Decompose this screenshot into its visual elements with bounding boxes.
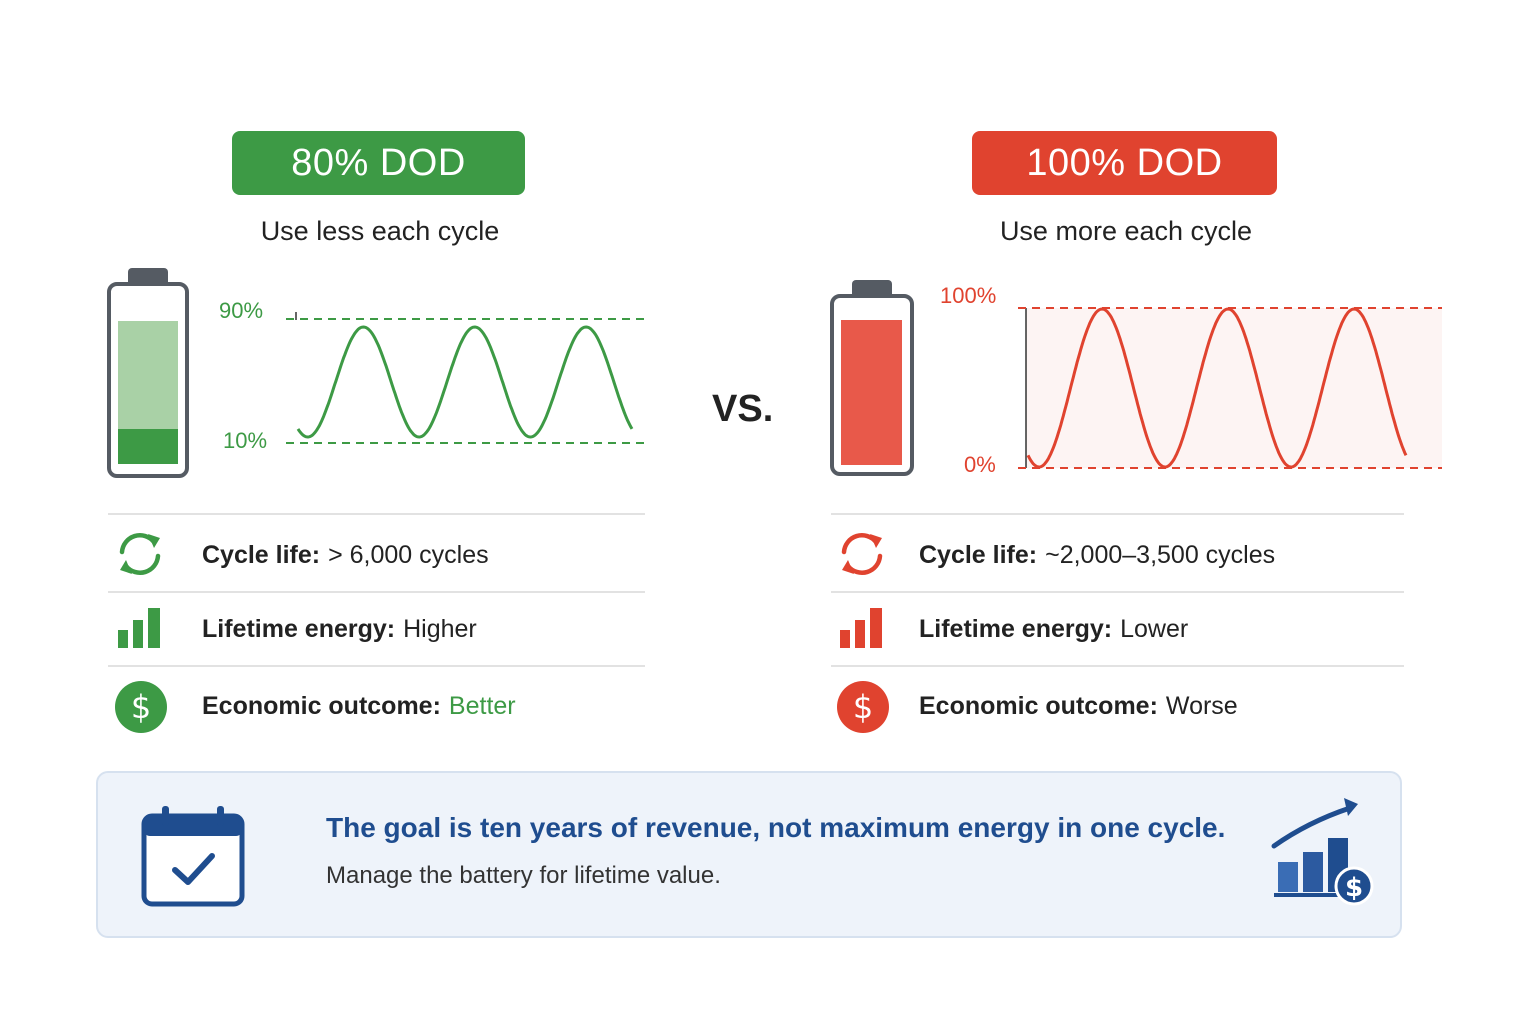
right-lifetime-energy-row: Lifetime energy: Lower [919, 609, 1188, 649]
right-divider-1 [831, 513, 1404, 515]
summary-banner [96, 771, 1402, 938]
right-cycle-life-label: Cycle life: [919, 540, 1038, 569]
banner-title: The goal is ten years of revenue, not ma… [326, 812, 1226, 843]
left-economic-outcome-value: Better [448, 691, 516, 720]
left-cycle-life-label: Cycle life: [202, 540, 321, 569]
left-economic-outcome-label: Economic outcome: [202, 691, 441, 720]
left-dollar-icon: $ [115, 681, 167, 733]
left-lifetime-energy-label: Lifetime energy: [202, 614, 396, 643]
left-upper-label: 90% [219, 298, 264, 323]
left-lower-label: 10% [223, 428, 268, 453]
left-divider-2 [108, 591, 645, 593]
left-bar-chart-icon [118, 608, 160, 648]
left-economic-outcome-row: Economic outcome: Better [202, 686, 516, 726]
svg-text:$: $ [1345, 873, 1363, 903]
right-bar-chart-icon [840, 608, 882, 648]
left-cycle-arrows-icon [119, 533, 161, 575]
right-dollar-icon: $ [837, 681, 889, 733]
right-lifetime-energy-label: Lifetime energy: [919, 614, 1113, 643]
right-cycle-life-row: Cycle life: ~2,000–3,500 cycles [919, 535, 1275, 575]
right-economic-outcome-value: Worse [1165, 691, 1238, 720]
left-lifetime-energy-value: Higher [403, 614, 477, 643]
vs-label: VS. [712, 388, 774, 430]
growth-chart-dollar-icon: $ [1271, 798, 1374, 906]
left-cycle-life-value: > 6,000 cycles [328, 540, 489, 569]
right-battery-icon [830, 280, 914, 476]
left-subtitle: Use less each cycle [260, 216, 500, 246]
left-lifetime-energy-row: Lifetime energy: Higher [202, 609, 477, 649]
svg-text:$: $ [853, 688, 873, 726]
left-dod-badge: 80% DOD [232, 131, 525, 195]
left-cycle-wave [286, 312, 646, 444]
left-battery-icon [107, 268, 189, 478]
right-divider-2 [831, 591, 1404, 593]
right-dod-badge: 100% DOD [972, 131, 1277, 195]
left-cycle-life-row: Cycle life: > 6,000 cycles [202, 535, 489, 575]
left-divider-3 [108, 665, 645, 667]
left-divider-1 [108, 513, 645, 515]
right-lower-label: 0% [964, 452, 996, 477]
right-divider-3 [831, 665, 1404, 667]
right-upper-label: 100% [940, 283, 997, 308]
right-economic-outcome-row: Economic outcome: Worse [919, 686, 1238, 726]
right-cycle-arrows-icon [841, 533, 883, 575]
right-subtitle: Use more each cycle [999, 216, 1253, 246]
right-cycle-wave [1018, 307, 1442, 469]
svg-text:$: $ [131, 688, 151, 726]
calendar-check-icon [141, 806, 245, 907]
banner-subtitle: Manage the battery for lifetime value. [326, 862, 721, 889]
right-economic-outcome-label: Economic outcome: [919, 691, 1158, 720]
right-cycle-life-value: ~2,000–3,500 cycles [1045, 540, 1276, 569]
right-lifetime-energy-value: Lower [1120, 614, 1189, 643]
